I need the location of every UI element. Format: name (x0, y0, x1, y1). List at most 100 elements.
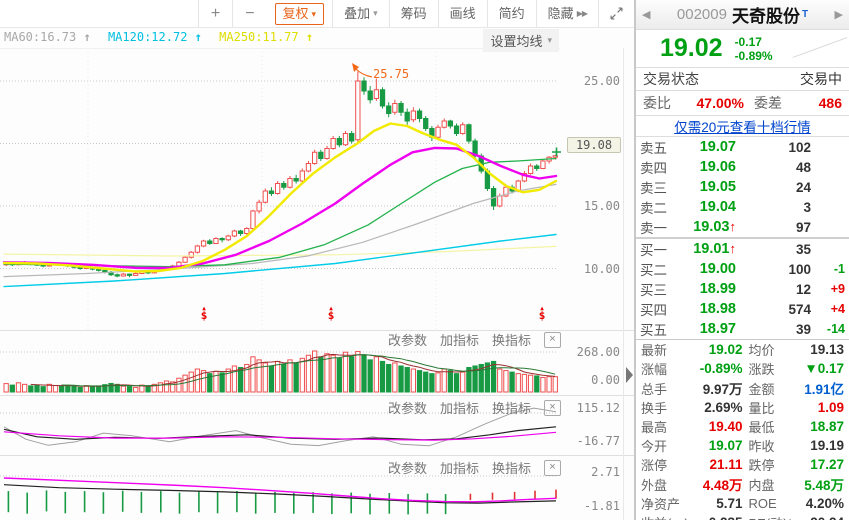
order-label: 卖五 (640, 141, 667, 156)
stat-label: 最高 (641, 420, 668, 435)
sell-row: 卖二 19.04 3 (636, 197, 849, 217)
stat-row: 换手 2.69% 量比 1.09 (636, 398, 849, 417)
stat-value: 2.69% (704, 400, 743, 415)
stat-row: 今开 19.07 昨收 19.19 (636, 436, 849, 455)
stat-label: 净资产 (641, 497, 681, 512)
overlay-label: 叠加 (344, 6, 371, 21)
order-change: +9 (830, 282, 845, 296)
order-price: 19.01↑ (693, 241, 736, 257)
y-axis-label: 25.00 (583, 74, 620, 88)
quote-panel: ◀ 002009 天奇股份 T ▶ 19.02 -0.17 -0.89% 交易状… (635, 0, 849, 520)
order-price: 19.05 (699, 179, 736, 195)
order-volume: 100 (788, 261, 811, 277)
stat-value: 19.40 (708, 419, 743, 434)
add-indicator-button[interactable]: 加指标 (439, 461, 479, 476)
stat-value: 4.48万 (702, 478, 743, 493)
stat-label: 总手 (641, 381, 668, 397)
volume-axis-max: 268.00 (576, 345, 620, 359)
stat-label: 金额 (748, 381, 775, 397)
order-price: 18.99 (699, 281, 736, 297)
add-indicator-button[interactable]: 加指标 (439, 333, 479, 348)
buy-row: 买三 18.99 12 +9 (636, 279, 849, 299)
trade-status-row: 交易状态 交易中 (636, 67, 849, 90)
hide-button[interactable]: 隐藏 ▶▶ (535, 0, 598, 27)
status-value: 交易中 (800, 71, 842, 87)
up-arrow-icon: ↑ (729, 219, 737, 234)
ind3-axis-min: -1.81 (583, 499, 620, 513)
next-stock-button[interactable]: ▶ (834, 9, 843, 21)
stat-value: 20.24 (799, 515, 844, 520)
add-indicator-button[interactable]: 加指标 (439, 401, 479, 416)
ma-settings-label: 设置均线 (490, 34, 543, 49)
ma250-legend: MA250:11.77 ↑ (219, 30, 314, 44)
stat-value: 19.19 (810, 438, 844, 453)
caret-down-icon: ▾ (373, 8, 378, 18)
kline-chart[interactable] (0, 0, 634, 520)
stat-row: 净资产 5.71 ROE 4.20% (636, 494, 849, 513)
order-volume: 102 (788, 139, 811, 155)
fuquan-button[interactable]: 复权 ▾ (274, 2, 325, 25)
stat-value: ▼0.17 (804, 361, 844, 376)
prev-stock-button[interactable]: ◀ (642, 9, 651, 21)
order-price: 18.97 (699, 321, 736, 337)
hide-label: 隐藏 (547, 6, 574, 21)
stat-label: 最低 (748, 420, 775, 435)
order-price: 19.03↑ (693, 219, 737, 235)
switch-indicator-button[interactable]: 换指标 (491, 461, 531, 476)
stat-row: 最高 19.40 最低 18.87 (636, 417, 849, 436)
peak-price-annotation: 25.75 (373, 67, 410, 81)
order-price: 19.04 (699, 199, 736, 215)
close-panel-button[interactable]: × (544, 399, 561, 416)
stat-label: 涨停 (641, 458, 668, 473)
draw-line-button[interactable]: 画线 (437, 0, 487, 27)
stat-label: 最新 (641, 343, 668, 358)
ind3-axis-max: 2.71 (591, 465, 620, 479)
fullscreen-button[interactable] (598, 0, 634, 27)
order-volume: 574 (788, 301, 811, 317)
ind2-axis-min: -16.77 (576, 434, 620, 448)
stat-value: 19.13 (810, 342, 844, 357)
stat-value: 18.87 (810, 419, 844, 434)
t-badge: T (801, 9, 809, 20)
stock-name: 天奇股份 (731, 7, 800, 26)
order-volume: 3 (803, 199, 811, 215)
stat-label: 量比 (748, 401, 775, 416)
zoom-out-button[interactable]: − (232, 0, 266, 27)
volume-panel-buttons: 改参数 加指标 换指标 × (388, 330, 561, 349)
buy-orders: 买一 19.01↑ 35 买二 19.00 100 -1 买三 18.99 12… (636, 237, 849, 339)
edit-params-button[interactable]: 改参数 (387, 333, 427, 348)
order-label: 卖二 (640, 201, 667, 216)
stat-label: 今开 (641, 439, 668, 454)
edit-params-button[interactable]: 改参数 (387, 461, 427, 476)
panel-collapse-handle[interactable] (626, 367, 633, 383)
close-panel-button[interactable]: × (544, 459, 561, 476)
zoom-in-button[interactable]: + (197, 0, 232, 27)
ma60-legend: MA60:16.73 ↑ (4, 30, 91, 44)
overlay-button[interactable]: 叠加 ▾ (332, 0, 389, 27)
switch-indicator-button[interactable]: 换指标 (491, 333, 531, 348)
simple-mode-button[interactable]: 简约 (486, 0, 536, 27)
change-percent: -0.89% (734, 48, 773, 63)
chart-toolbar: + − 复权 ▾ 叠加 ▾ 筹码 画线 简约 隐藏 ▶▶ (0, 0, 634, 28)
weicha-value: 486 (818, 95, 842, 111)
current-price-tag: 19.08 (567, 137, 621, 153)
stat-value: 17.27 (810, 457, 844, 472)
switch-indicator-button[interactable]: 换指标 (491, 401, 531, 416)
order-change: -14 (826, 322, 845, 336)
order-label: 买一 (640, 243, 667, 258)
edit-params-button[interactable]: 改参数 (387, 401, 427, 416)
ma-settings-button[interactable]: 设置均线 ▾ (483, 29, 559, 52)
stat-label: 换手 (641, 401, 668, 416)
dividend-marker: ▲ $ (196, 306, 212, 322)
order-label: 买三 (640, 283, 667, 298)
order-label: 买五 (640, 323, 667, 338)
chip-dist-button[interactable]: 筹码 (388, 0, 438, 27)
stat-row: 外盘 4.48万 内盘 5.48万 (636, 474, 849, 494)
close-panel-button[interactable]: × (544, 331, 561, 348)
stat-value: 5.48万 (804, 478, 844, 493)
stat-value: 19.02 (708, 342, 743, 357)
buy-row: 买二 19.00 100 -1 (636, 259, 849, 279)
level2-upgrade-link[interactable]: 仅需20元查看十档行情 (674, 120, 811, 135)
stat-value: 0.235 (697, 515, 743, 520)
order-volume: 12 (795, 281, 811, 297)
